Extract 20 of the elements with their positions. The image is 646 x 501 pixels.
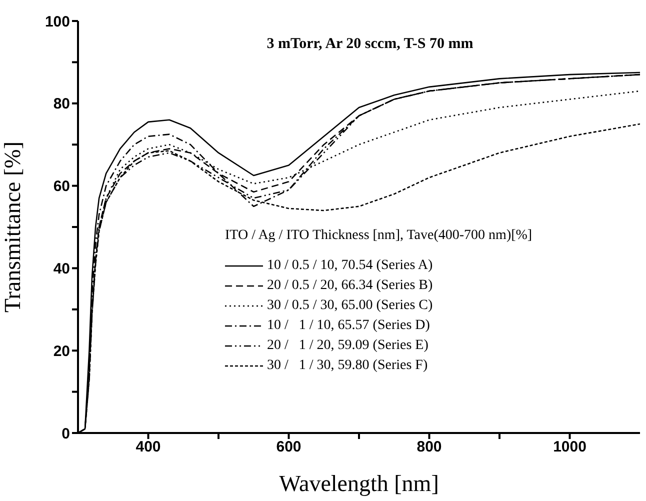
y-tick-label: 0	[62, 425, 70, 442]
y-axis-title: Transmittance [%]	[0, 142, 26, 312]
legend-label: 30 / 1 / 30, 59.80 (Series F)	[267, 358, 428, 374]
x-tick-label: 1000	[553, 438, 586, 456]
x-axis-title: Wavelength [nm]	[279, 471, 439, 496]
y-tick-label: 80	[53, 96, 70, 113]
legend-title: ITO / Ag / ITO Thickness [nm], Tave(400-700 nm)[%]	[225, 228, 532, 244]
legend-label: 20 / 1 / 20, 59.09 (Series E)	[267, 338, 428, 354]
y-tick-label: 40	[53, 260, 70, 278]
y-tick-label: 20	[53, 342, 70, 360]
y-tick-label: 100	[44, 13, 70, 30]
text: 3 mTorr, Ar 20 sccm, T-S 70 mm	[266, 36, 474, 52]
x-tick-label: 600	[276, 438, 302, 456]
legend-label: 10 / 0.5 / 10, 70.54 (Series A)	[267, 258, 433, 274]
y-tick-label: 60	[53, 178, 70, 196]
x-tick-label: 800	[416, 438, 442, 456]
x-tick-label: 400	[136, 438, 161, 456]
legend-label: 20 / 0.5 / 20, 66.34 (Series B)	[267, 278, 433, 294]
legend-label: 10 / 1 / 10, 65.57 (Series D)	[267, 318, 430, 334]
legend-label: 30 / 0.5 / 30, 65.00 (Series C)	[267, 298, 433, 314]
